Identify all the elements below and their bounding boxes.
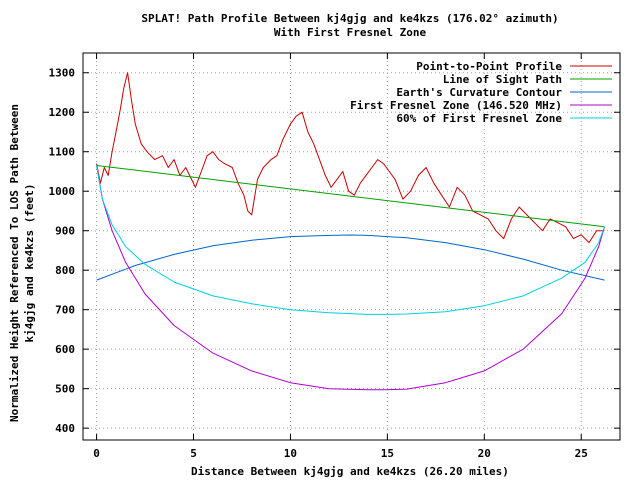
y-tick-label: 1300 xyxy=(49,67,76,80)
x-tick-label: 15 xyxy=(381,447,394,460)
y-axis-label: Normalized Height Referenced To LOS Path… xyxy=(8,104,21,422)
series-line-line-of-sight-path xyxy=(96,165,605,228)
y-tick-label: 800 xyxy=(55,264,75,277)
y-tick-label: 1000 xyxy=(49,185,76,198)
x-tick-label: 10 xyxy=(284,447,297,460)
series-line-first-fresnel-zone-146-520-mhz xyxy=(96,165,605,391)
y-tick-label: 900 xyxy=(55,225,75,238)
y-tick-label: 600 xyxy=(55,343,75,356)
plot-frame xyxy=(82,52,621,441)
y-tick-label: 1200 xyxy=(49,106,76,119)
x-axis-label: Distance Between kj4gjg and ke4kzs (26.2… xyxy=(191,465,509,478)
y-axis-label-line2: kj4gjg and ke4kzs (feet) xyxy=(23,184,36,343)
series-line-point-to-point-profile xyxy=(96,72,605,244)
x-tick-label: 0 xyxy=(93,447,100,460)
y-tick-label: 700 xyxy=(55,304,75,317)
x-tick-label: 5 xyxy=(190,447,197,460)
x-tick-label: 25 xyxy=(575,447,588,460)
legend-label: First Fresnel Zone (146.520 MHz) xyxy=(350,99,562,112)
legend-label: 60% of First Fresnel Zone xyxy=(396,112,562,125)
series-line-earth-s-curvature-contour xyxy=(96,234,605,281)
legend-label: Line of Sight Path xyxy=(443,73,562,86)
chart-title: SPLAT! Path Profile Between kj4gjg and k… xyxy=(141,12,558,25)
series-group xyxy=(96,72,605,391)
chart-subtitle: With First Fresnel Zone xyxy=(274,26,427,39)
ticks: 400 500 600 700 800 900 1000 1100 1200 1300 0 5 10 15… xyxy=(49,53,620,460)
y-tick-label: 400 xyxy=(55,422,75,435)
y-tick-label: 1100 xyxy=(49,146,76,159)
legend-label: Earth's Curvature Contour xyxy=(396,86,562,99)
legend-label: Point-to-Point Profile xyxy=(416,60,562,73)
y-tick-label: 500 xyxy=(55,383,75,396)
x-tick-label: 20 xyxy=(478,447,491,460)
series-line-60-of-first-fresnel-zone xyxy=(96,165,605,315)
